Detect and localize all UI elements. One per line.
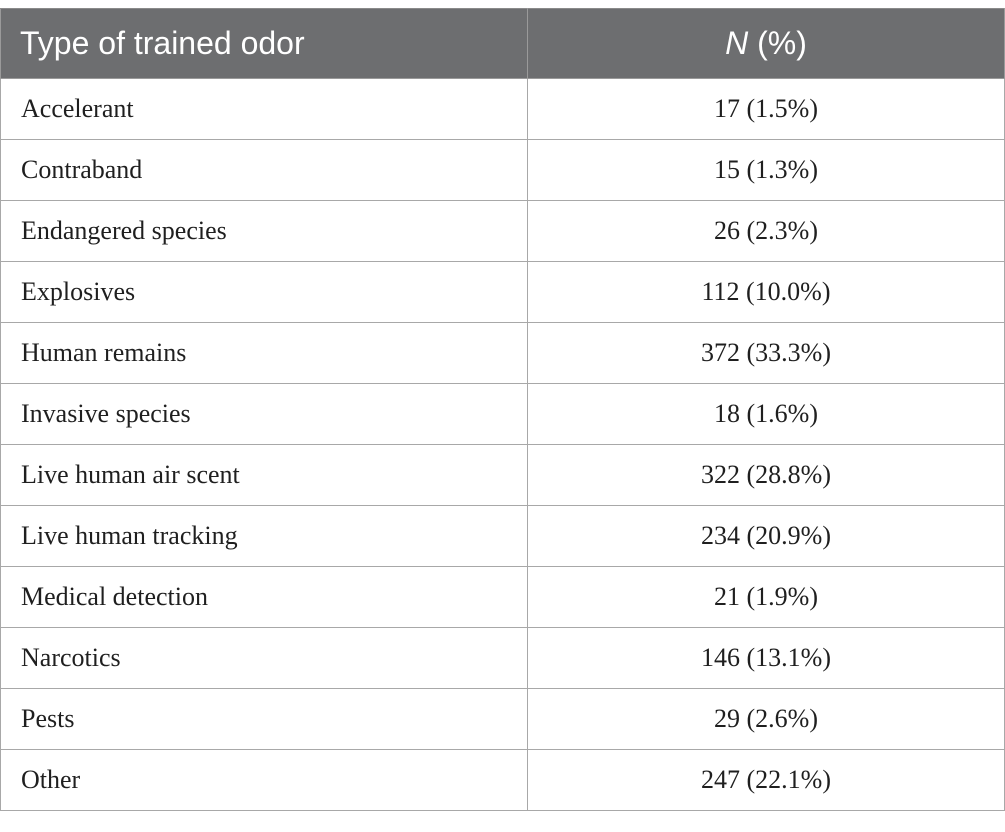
header-n-percent: N (%) (527, 8, 1005, 79)
row-value: 372 (33.3%) (527, 322, 1005, 384)
table-row: Other 247 (22.1%) (0, 749, 1005, 811)
table-row: Invasive species 18 (1.6%) (0, 383, 1005, 445)
row-label: Contraband (0, 139, 528, 201)
row-value: 21 (1.9%) (527, 566, 1005, 628)
header-n-label: N (725, 25, 749, 61)
header-row: Type of trained odor N (%) (0, 8, 1005, 79)
row-label: Explosives (0, 261, 528, 323)
table-row: Narcotics 146 (13.1%) (0, 627, 1005, 689)
table-row: Medical detection 21 (1.9%) (0, 566, 1005, 628)
table-row: Explosives 112 (10.0%) (0, 261, 1005, 323)
row-value: 18 (1.6%) (527, 383, 1005, 445)
table-row: Human remains 372 (33.3%) (0, 322, 1005, 384)
row-label: Other (0, 749, 528, 811)
row-value: 322 (28.8%) (527, 444, 1005, 506)
row-label: Live human air scent (0, 444, 528, 506)
row-label: Accelerant (0, 78, 528, 140)
table-row: Contraband 15 (1.3%) (0, 139, 1005, 201)
row-value: 112 (10.0%) (527, 261, 1005, 323)
row-label: Pests (0, 688, 528, 750)
table-row: Pests 29 (2.6%) (0, 688, 1005, 750)
row-value: 234 (20.9%) (527, 505, 1005, 567)
header-percent-label: (%) (748, 25, 807, 61)
row-value: 247 (22.1%) (527, 749, 1005, 811)
row-label: Human remains (0, 322, 528, 384)
row-label: Narcotics (0, 627, 528, 689)
row-value: 17 (1.5%) (527, 78, 1005, 140)
row-value: 26 (2.3%) (527, 200, 1005, 262)
table-row: Endangered species 26 (2.3%) (0, 200, 1005, 262)
table-row: Live human air scent 322 (28.8%) (0, 444, 1005, 506)
header-type-of-trained-odor: Type of trained odor (0, 8, 528, 79)
odor-table-container: Type of trained odor N (%) Accelerant 17… (0, 8, 1005, 811)
row-value: 15 (1.3%) (527, 139, 1005, 201)
row-value: 146 (13.1%) (527, 627, 1005, 689)
row-label: Live human tracking (0, 505, 528, 567)
table-row: Live human tracking 234 (20.9%) (0, 505, 1005, 567)
trained-odor-table: Type of trained odor N (%) Accelerant 17… (0, 8, 1005, 811)
row-value: 29 (2.6%) (527, 688, 1005, 750)
table-row: Accelerant 17 (1.5%) (0, 78, 1005, 140)
row-label: Medical detection (0, 566, 528, 628)
row-label: Invasive species (0, 383, 528, 445)
row-label: Endangered species (0, 200, 528, 262)
